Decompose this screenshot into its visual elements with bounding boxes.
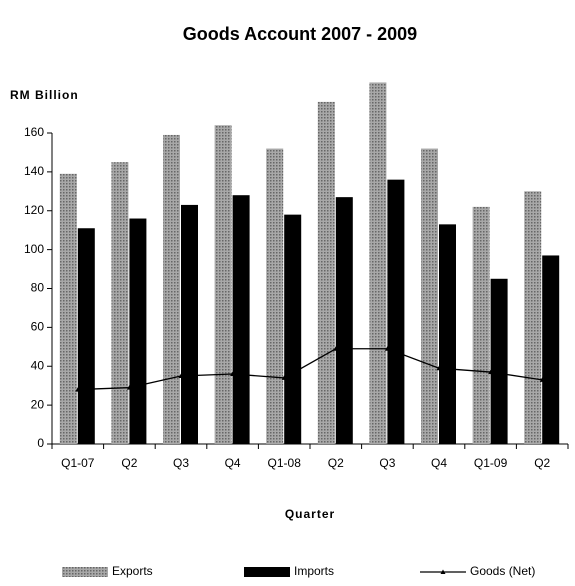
line-marker	[384, 346, 390, 351]
x-tick-label: Q4	[431, 456, 447, 470]
line-marker	[333, 346, 339, 351]
x-tick-label: Q3	[173, 456, 189, 470]
bar	[524, 191, 542, 444]
x-tick-label: Q1-09	[474, 456, 508, 470]
y-tick-label: 60	[31, 320, 45, 334]
legend-swatch	[244, 567, 290, 577]
legend-label: Goods (Net)	[470, 564, 535, 578]
x-tick-label: Q1-07	[61, 456, 95, 470]
bar	[111, 162, 129, 444]
y-tick-label: 120	[24, 203, 44, 217]
bar	[472, 206, 490, 444]
x-tick-label: Q4	[225, 456, 241, 470]
bar	[421, 148, 438, 445]
legend-label: Imports	[294, 564, 334, 578]
y-tick-label: 140	[24, 164, 44, 178]
bar	[163, 134, 180, 444]
legend-label: Exports	[112, 564, 153, 578]
line-marker	[178, 373, 184, 378]
x-axis-title: Quarter	[285, 507, 335, 521]
legend-swatch	[62, 567, 108, 577]
line-marker	[539, 377, 545, 382]
bar	[129, 218, 147, 444]
bar	[542, 255, 560, 444]
chart-title: Goods Account 2007 - 2009	[183, 24, 417, 44]
bar	[490, 278, 508, 444]
x-tick-label: Q2	[328, 456, 344, 470]
bar	[387, 179, 405, 444]
line-marker	[230, 371, 236, 377]
bar	[59, 173, 77, 444]
bar	[284, 214, 302, 444]
x-tick-label: Q1-08	[268, 456, 302, 470]
y-tick-label: 0	[37, 436, 44, 450]
bar	[214, 125, 232, 444]
line-marker	[281, 375, 287, 380]
x-tick-label: Q2	[534, 456, 550, 470]
x-tick-label: Q2	[121, 456, 137, 470]
y-tick-label: 40	[31, 358, 45, 372]
bar	[266, 148, 284, 445]
legend-marker	[440, 569, 446, 574]
bar	[439, 224, 456, 444]
y-tick-label: 100	[24, 242, 44, 256]
y-tick-label: 160	[24, 125, 44, 139]
y-tick-label: 80	[31, 281, 45, 295]
bar	[232, 195, 250, 444]
y-axis-title: RM Billion	[10, 88, 79, 102]
line	[77, 348, 543, 391]
line-marker	[488, 369, 494, 375]
bar	[317, 101, 335, 445]
line-marker	[75, 387, 81, 392]
line-marker	[436, 365, 442, 371]
bar	[335, 197, 353, 444]
bar	[181, 204, 198, 444]
bar	[77, 228, 95, 444]
bar	[369, 82, 387, 445]
y-tick-label: 20	[31, 397, 45, 411]
x-tick-label: Q3	[379, 456, 395, 470]
line-marker	[126, 385, 132, 390]
